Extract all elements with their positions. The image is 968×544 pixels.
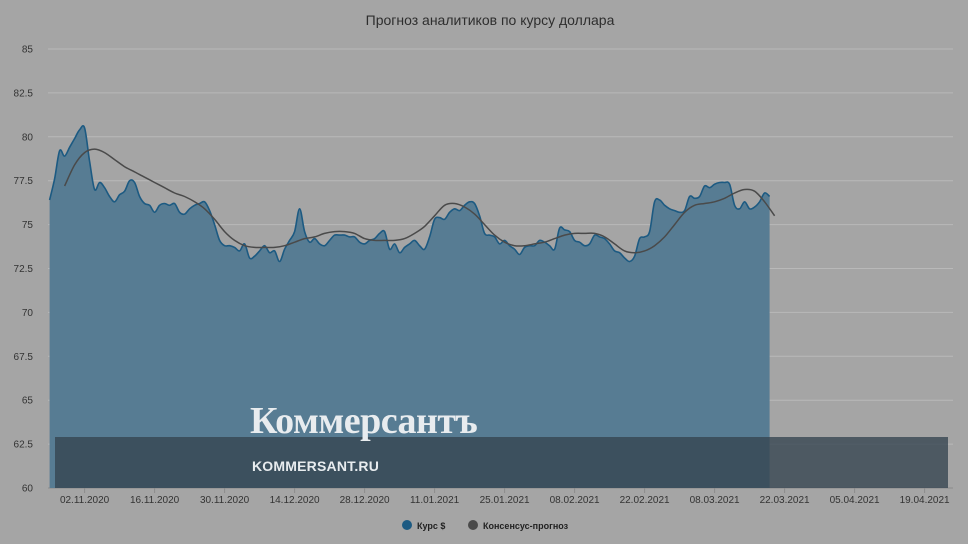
- x-tick-label: 22.02.2021: [620, 495, 670, 506]
- x-tick-label: 08.02.2021: [550, 495, 600, 506]
- x-tick-label: 08.03.2021: [690, 495, 740, 506]
- chart-title: Прогноз аналитиков по курсу доллара: [366, 12, 615, 28]
- x-tick-label: 11.01.2021: [410, 495, 460, 506]
- legend-consensus-marker: [468, 520, 478, 530]
- x-tick-label: 05.04.2021: [830, 495, 880, 506]
- y-tick-label: 60: [22, 484, 34, 495]
- y-tick-label: 75: [22, 220, 34, 231]
- y-tick-label: 80: [22, 132, 34, 143]
- x-tick-label: 22.03.2021: [760, 495, 810, 506]
- legend-kurs-label: Курс $: [417, 521, 445, 531]
- x-tick-label: 28.12.2020: [340, 495, 390, 506]
- x-tick-label: 16.11.2020: [130, 495, 180, 506]
- y-tick-label: 72.5: [14, 264, 34, 275]
- y-tick-label: 62.5: [14, 440, 34, 451]
- series-line-consensus: [63, 148, 776, 254]
- x-tick-label: 02.11.2020: [60, 495, 110, 506]
- x-tick-label: 25.01.2021: [480, 495, 530, 506]
- series-line-kurs: [48, 125, 771, 263]
- y-tick-label: 65: [22, 396, 34, 407]
- legend-consensus-label: Консенсус-прогноз: [483, 521, 569, 531]
- y-tick-label: 70: [22, 308, 34, 319]
- y-tick-label: 67.5: [14, 352, 34, 363]
- y-tick-label: 77.5: [14, 176, 34, 187]
- y-tick-label: 85: [22, 45, 34, 56]
- legend-kurs-marker: [402, 520, 412, 530]
- watermark-url: KOMMERSANT.RU: [252, 458, 380, 474]
- watermark-band: [55, 437, 948, 488]
- series-area-kurs: [49, 125, 770, 488]
- x-tick-label: 14.12.2020: [270, 495, 320, 506]
- x-tick-label: 19.04.2021: [900, 495, 950, 506]
- x-tick-label: 30.11.2020: [200, 495, 250, 506]
- y-tick-label: 82.5: [14, 88, 34, 99]
- watermark-logo: Коммерсантъ: [250, 400, 478, 442]
